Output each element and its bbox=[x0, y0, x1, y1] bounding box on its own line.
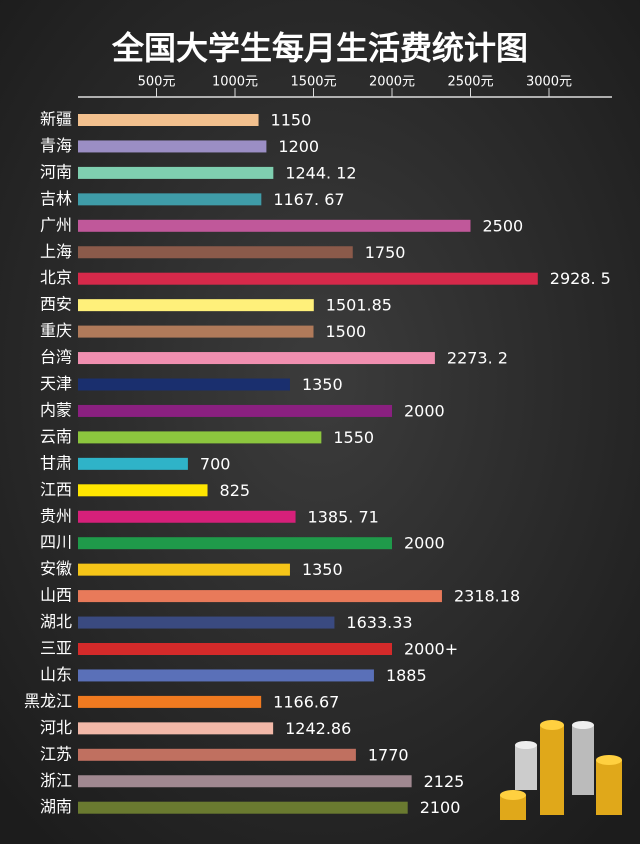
value-label: 1242.86 bbox=[285, 719, 351, 738]
bar bbox=[78, 431, 322, 444]
y-tick-label: 重庆 bbox=[40, 321, 72, 340]
y-tick-label: 天津 bbox=[40, 374, 72, 393]
value-label: 1770 bbox=[368, 745, 409, 764]
value-label: 1166.67 bbox=[273, 692, 339, 711]
y-tick-label: 河北 bbox=[40, 718, 72, 737]
bar bbox=[78, 378, 290, 391]
bar bbox=[78, 140, 267, 153]
value-label: 2125 bbox=[424, 772, 465, 791]
y-tick-label: 甘肃 bbox=[40, 453, 72, 472]
x-tick-label: 2000元 bbox=[369, 75, 415, 90]
value-label: 1385. 71 bbox=[308, 507, 379, 526]
value-label: 1244. 12 bbox=[285, 163, 356, 182]
value-label: 1633.33 bbox=[346, 613, 412, 632]
bar bbox=[78, 510, 296, 523]
bar bbox=[78, 669, 374, 682]
bar bbox=[78, 404, 392, 417]
bar bbox=[78, 325, 314, 338]
y-tick-label: 北京 bbox=[40, 268, 72, 287]
y-tick-label: 山西 bbox=[40, 586, 72, 605]
y-tick-label: 山东 bbox=[40, 665, 72, 684]
bar bbox=[78, 643, 392, 655]
x-tick-label: 3000元 bbox=[526, 75, 572, 90]
y-tick-label: 贵州 bbox=[40, 506, 72, 525]
value-label: 2000 bbox=[404, 401, 445, 420]
value-label: 1500 bbox=[326, 322, 367, 341]
value-label: 2928. 5 bbox=[550, 269, 611, 288]
x-tick-label: 1500元 bbox=[290, 75, 336, 90]
y-tick-label: 上海 bbox=[40, 242, 72, 261]
value-label: 2500 bbox=[483, 216, 524, 235]
y-tick-label: 西安 bbox=[40, 295, 72, 314]
bar bbox=[78, 722, 274, 735]
value-label: 2273. 2 bbox=[447, 349, 508, 368]
y-tick-label: 新疆 bbox=[40, 110, 72, 129]
coins bbox=[500, 720, 622, 820]
y-tick-label: 湖北 bbox=[40, 612, 72, 631]
y-tick-label: 吉林 bbox=[40, 189, 72, 208]
y-tick-label: 三亚 bbox=[40, 639, 72, 658]
bar bbox=[78, 616, 335, 629]
y-tick-label: 浙江 bbox=[40, 771, 72, 790]
bar bbox=[78, 537, 392, 550]
value-label: 1550 bbox=[333, 428, 374, 447]
bar bbox=[78, 166, 274, 179]
bar bbox=[78, 352, 435, 365]
value-label: 1167. 67 bbox=[273, 190, 344, 209]
value-label: 825 bbox=[220, 481, 251, 500]
y-tick-label: 江苏 bbox=[40, 744, 72, 763]
bar bbox=[78, 299, 314, 312]
y-tick-label: 云南 bbox=[40, 427, 72, 446]
y-tick-label: 黑龙江 bbox=[24, 691, 72, 710]
y-tick-label: 河南 bbox=[40, 162, 72, 181]
value-label: 700 bbox=[200, 454, 231, 473]
y-tick-label: 广州 bbox=[40, 215, 72, 234]
bar bbox=[78, 272, 538, 285]
value-label: 1885 bbox=[386, 666, 427, 685]
bar bbox=[78, 748, 356, 761]
bar bbox=[78, 246, 353, 259]
bar bbox=[78, 114, 259, 126]
value-label: 2000 bbox=[404, 534, 445, 553]
bar bbox=[78, 484, 208, 497]
y-tick-label: 安徽 bbox=[40, 559, 72, 578]
value-label: 1200 bbox=[278, 137, 319, 156]
bar bbox=[78, 219, 471, 232]
value-label: 1750 bbox=[365, 243, 406, 262]
bar bbox=[78, 457, 188, 470]
bar bbox=[78, 590, 442, 603]
y-tick-label: 湖南 bbox=[40, 797, 72, 816]
value-label: 1501.85 bbox=[326, 296, 392, 315]
chart-title: 全国大学生每月生活费统计图 bbox=[111, 29, 528, 67]
y-tick-label: 青海 bbox=[40, 136, 72, 155]
y-tick-label: 台湾 bbox=[40, 348, 72, 367]
value-label: 1350 bbox=[302, 560, 343, 579]
bar bbox=[78, 695, 262, 708]
value-label: 1350 bbox=[302, 375, 343, 394]
value-label: 1150 bbox=[271, 111, 312, 130]
x-tick-label: 2500元 bbox=[447, 75, 493, 90]
value-label: 2100 bbox=[420, 798, 461, 817]
bar bbox=[78, 193, 262, 206]
y-tick-label: 江西 bbox=[40, 480, 72, 499]
y-tick-label: 内蒙 bbox=[40, 400, 72, 419]
y-tick-label: 四川 bbox=[40, 533, 72, 552]
x-tick-label: 1000元 bbox=[212, 75, 258, 90]
value-label: 2000+ bbox=[404, 640, 458, 659]
value-label: 2318.18 bbox=[454, 587, 520, 606]
x-tick-label: 500元 bbox=[138, 75, 176, 90]
bar bbox=[78, 775, 412, 788]
bar bbox=[78, 563, 290, 576]
bar bbox=[78, 801, 408, 814]
